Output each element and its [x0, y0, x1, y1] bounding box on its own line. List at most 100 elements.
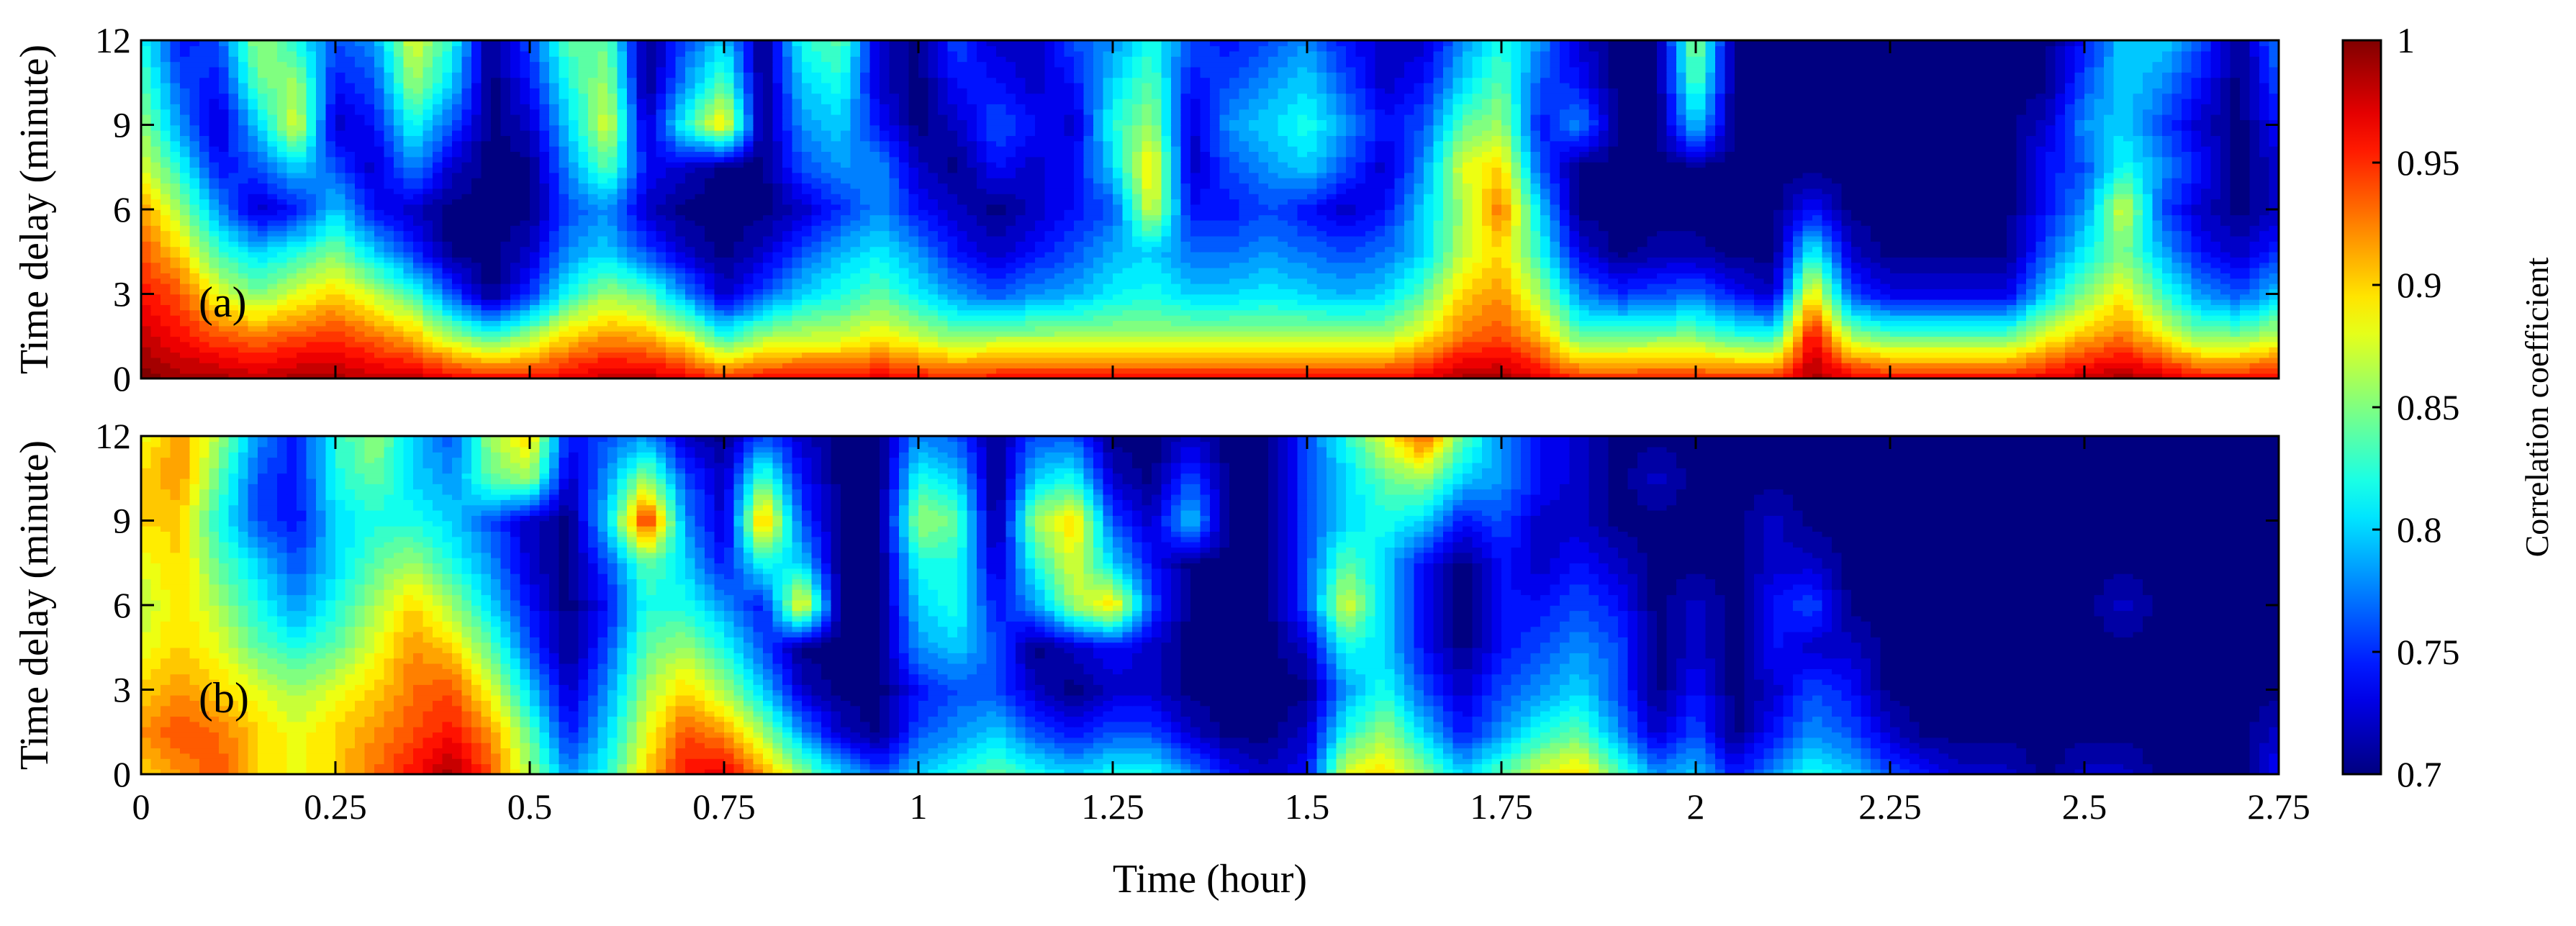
heat-cell	[597, 357, 608, 363]
heat-cell	[219, 346, 230, 353]
heat-cell	[2007, 262, 2017, 268]
heat-cell	[150, 336, 161, 342]
heat-cell	[2035, 314, 2046, 322]
heat-cell	[549, 309, 560, 316]
heat-cell	[1919, 299, 1930, 305]
heat-cell	[2084, 325, 2095, 332]
heat-cell	[1793, 362, 1804, 369]
heat-cell	[1540, 278, 1551, 284]
heat-cell	[1093, 336, 1104, 342]
heat-cell	[1258, 267, 1269, 273]
heat-cell	[685, 325, 696, 332]
heat-cell	[1161, 304, 1172, 311]
heat-cell	[2249, 325, 2260, 332]
heat-cell	[228, 278, 239, 284]
heat-cell	[1569, 341, 1580, 348]
heat-cell	[1132, 257, 1143, 263]
heat-cell	[928, 368, 939, 374]
heat-cell	[1754, 283, 1765, 289]
heat-cell	[2143, 294, 2154, 300]
heat-cell	[316, 267, 327, 273]
heat-cell	[238, 294, 249, 300]
heat-cell	[1472, 357, 1483, 363]
heat-cell	[714, 289, 725, 295]
heat-cell	[1316, 304, 1327, 311]
heat-cell	[1180, 357, 1191, 363]
heat-cell	[1763, 330, 1774, 337]
heat-cell	[422, 278, 433, 284]
heat-cell	[2055, 341, 2066, 348]
heat-cell	[1025, 330, 1036, 337]
heat-cell	[869, 341, 880, 348]
heat-cell	[238, 273, 249, 279]
heat-cell	[2269, 346, 2279, 353]
heat-cell	[1180, 294, 1191, 300]
heatmap-a	[141, 40, 2279, 379]
heat-cell	[1560, 262, 1571, 268]
heat-cell	[2084, 320, 2095, 327]
heat-cell	[1783, 262, 1794, 268]
heat-cell	[1103, 320, 1113, 327]
heat-cell	[957, 278, 968, 284]
heat-cell	[1180, 283, 1191, 289]
heat-cell	[1987, 304, 1998, 311]
heat-cell	[2249, 362, 2260, 369]
heat-cell	[1569, 257, 1580, 263]
heat-cell	[1346, 352, 1357, 358]
heat-cell	[1705, 368, 1716, 374]
heat-cell	[180, 346, 191, 353]
heat-cell	[1919, 368, 1930, 374]
heat-cell	[1142, 289, 1152, 295]
heat-cell	[685, 278, 696, 284]
heat-cell	[1637, 289, 1648, 295]
heat-cell	[1608, 283, 1619, 289]
heat-cell	[228, 352, 239, 358]
heat-cell	[238, 289, 249, 295]
heat-cell	[1297, 283, 1308, 289]
heat-cell	[2046, 278, 2056, 284]
heat-cell	[1152, 289, 1162, 295]
heat-cell	[1735, 346, 1745, 353]
heat-cell	[744, 273, 754, 279]
heat-cell	[481, 294, 492, 300]
heat-cell	[325, 325, 336, 332]
heat-cell	[161, 373, 171, 379]
heat-cell	[2074, 309, 2085, 316]
heat-cell	[627, 294, 638, 300]
heat-cell	[384, 325, 394, 332]
heat-cell	[1627, 283, 1638, 289]
heat-cell	[481, 299, 492, 305]
heat-cell	[267, 289, 278, 295]
heat-cell	[1316, 262, 1327, 268]
heat-cell	[2269, 325, 2279, 332]
heat-cell	[286, 325, 297, 332]
heat-cell	[744, 294, 754, 300]
heat-cell	[1005, 309, 1016, 316]
heat-cell	[1608, 294, 1619, 300]
heat-cell	[1093, 309, 1104, 316]
heat-cell	[238, 341, 249, 348]
heat-cell	[656, 362, 666, 369]
heat-cell	[2259, 309, 2270, 316]
heat-cell	[636, 336, 647, 342]
heat-cell	[1871, 304, 1881, 311]
heat-cell	[1093, 368, 1104, 374]
heat-cell	[1899, 299, 1910, 305]
heat-cell	[744, 373, 754, 379]
heat-cell	[685, 362, 696, 369]
heat-cell	[1841, 336, 1852, 342]
heat-cell	[500, 299, 511, 305]
heat-cell	[1686, 362, 1696, 369]
heat-cell	[2191, 336, 2202, 342]
heat-cell	[1938, 267, 1949, 273]
heat-cell	[2084, 262, 2095, 268]
heat-cell	[1016, 294, 1026, 300]
heat-cell	[695, 325, 705, 332]
heat-cell	[1725, 309, 1735, 316]
heat-cell	[2074, 289, 2085, 295]
heat-cell	[2191, 262, 2202, 268]
heat-cell	[452, 352, 463, 358]
heat-cell	[1977, 362, 1988, 369]
heat-cell	[977, 299, 988, 305]
heat-cell	[1316, 257, 1327, 263]
